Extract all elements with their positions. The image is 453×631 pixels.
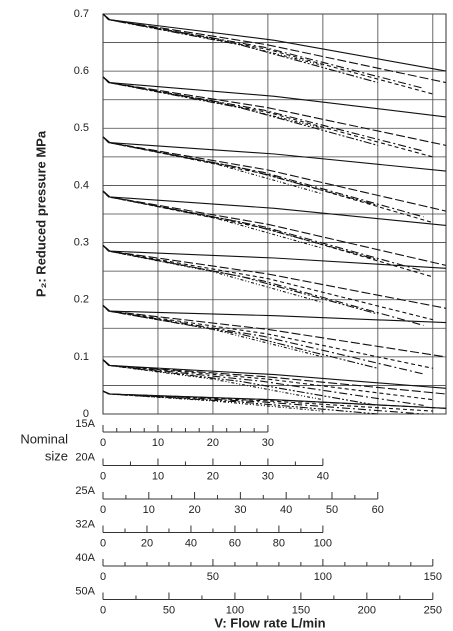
x-tick-label: 200 [358, 604, 376, 616]
y-tick-label: 0.5 [74, 122, 89, 134]
x-tick-label: 30 [234, 504, 246, 516]
size-label: size [45, 448, 68, 463]
x-tick-label: 0 [100, 437, 106, 449]
x-tick-label: 20 [141, 537, 153, 549]
x-tick-label: 50 [326, 504, 338, 516]
y-axis-label: P₂: Reduced pressure MPa [33, 130, 48, 297]
x-tick-label: 80 [273, 537, 285, 549]
flow-curve [102, 304, 433, 369]
x-tick-label: 40 [280, 504, 292, 516]
x-tick-label: 100 [314, 537, 332, 549]
flow-curve [102, 76, 433, 158]
x-tick-label: 150 [424, 571, 442, 583]
x-tick-label: 50 [163, 604, 175, 616]
x-tick-label: 10 [143, 504, 155, 516]
flow-curve [102, 13, 447, 72]
flow-curve [102, 390, 323, 412]
x-tick-label: 20 [207, 470, 219, 482]
flow-curve [102, 76, 378, 146]
size-axis-label: 15A [75, 418, 95, 430]
y-tick-label: 0.2 [74, 294, 89, 306]
flow-curve [102, 304, 447, 324]
x-tick-label: 100 [226, 604, 244, 616]
x-tick-label: 30 [262, 470, 274, 482]
y-tick-label: 0.1 [74, 351, 89, 363]
x-tick-label: 0 [100, 604, 106, 616]
x-tick-label: 0 [100, 537, 106, 549]
flow-curve [102, 190, 447, 226]
x-tick-label: 10 [152, 470, 164, 482]
flow-curve [102, 13, 447, 84]
x-tick-label: 150 [292, 604, 310, 616]
y-tick-label: 0.4 [74, 179, 89, 191]
y-tick-label: 0 [83, 408, 89, 420]
flow-curve [102, 359, 447, 389]
x-axis-label: V: Flow rate L/min [214, 615, 325, 630]
x-tick-label: 20 [188, 504, 200, 516]
flow-curve [102, 76, 447, 118]
y-tick-label: 0.6 [74, 65, 89, 77]
flow-curve [102, 244, 447, 269]
flow-curve [102, 190, 447, 266]
x-tick-label: 30 [262, 437, 274, 449]
size-axis-label: 50A [75, 585, 95, 597]
x-tick-label: 100 [314, 571, 332, 583]
y-tick-label: 0.3 [74, 236, 89, 248]
flow-curve [102, 136, 447, 172]
size-axis-label: 32A [75, 518, 95, 530]
x-tick-label: 40 [185, 537, 197, 549]
x-tick-label: 20 [207, 437, 219, 449]
x-tick-label: 0 [100, 504, 106, 516]
x-tick-label: 0 [100, 571, 106, 583]
flow-curve [102, 304, 447, 358]
x-tick-label: 40 [317, 470, 329, 482]
size-axis-label: 40A [75, 552, 95, 564]
flow-curve [102, 390, 424, 415]
x-tick-label: 0 [100, 470, 106, 482]
size-label: Nominal [20, 431, 68, 446]
flow-curve [102, 244, 433, 321]
size-axis-label: 25A [75, 485, 95, 497]
x-tick-label: 50 [207, 571, 219, 583]
flow-curve [102, 13, 433, 95]
x-tick-label: 60 [372, 504, 384, 516]
flow-curve [102, 244, 447, 309]
size-axis-label: 20A [75, 451, 95, 463]
x-tick-label: 10 [152, 437, 164, 449]
y-tick-label: 0.7 [74, 8, 89, 20]
x-tick-label: 250 [424, 604, 442, 616]
x-tick-label: 60 [229, 537, 241, 549]
flow-curve [102, 390, 447, 409]
flow-curve [102, 359, 447, 395]
